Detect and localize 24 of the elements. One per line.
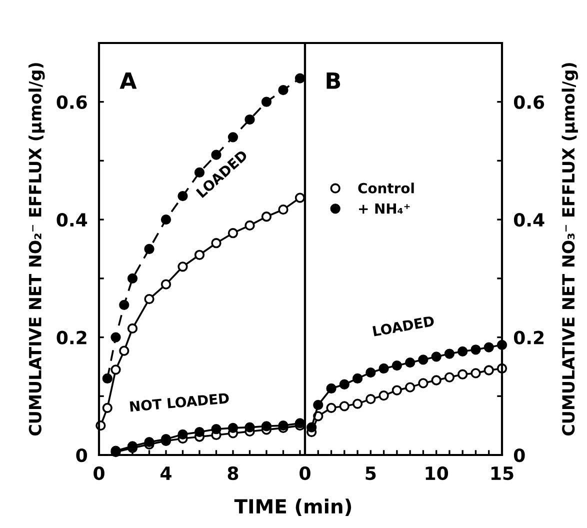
annotation: LOADED	[372, 316, 435, 337]
x-axis-title: TIME (min)	[234, 498, 352, 516]
x-tick-label: 0	[94, 466, 104, 480]
y-tick-label: 0.2	[514, 330, 544, 344]
legend-label: + NH₄⁺	[359, 203, 410, 214]
text: A	[120, 72, 137, 89]
x-tick-label: 15	[491, 466, 514, 480]
x-tick-label: 10	[426, 466, 448, 480]
y-tick-label: 0	[514, 448, 525, 462]
y-tick-label: 0.4	[56, 213, 88, 227]
x-tick-label: 0	[300, 466, 310, 480]
y-tick-label: 0	[76, 448, 88, 462]
x-tick-label: 8	[228, 466, 238, 480]
text: B	[326, 72, 340, 89]
x-tick-label: 5	[366, 466, 376, 480]
annotation: NOT LOADED	[130, 392, 230, 412]
y-tick-label: 0.6	[514, 95, 544, 109]
x-tick-label: 4	[160, 466, 172, 480]
y-axis-title: CUMULATIVE NET NO₃⁻ EFFLUX (μmol/g)	[562, 63, 578, 436]
y-tick-label: 0.6	[56, 95, 87, 109]
y-tick-label: 0.2	[56, 330, 86, 344]
legend-label: Control	[358, 182, 414, 194]
y-tick-label: 0.4	[514, 213, 544, 227]
y-axis-title: CUMULATIVE NET NO₂⁻ EFFLUX (μmol/g)	[28, 63, 45, 436]
